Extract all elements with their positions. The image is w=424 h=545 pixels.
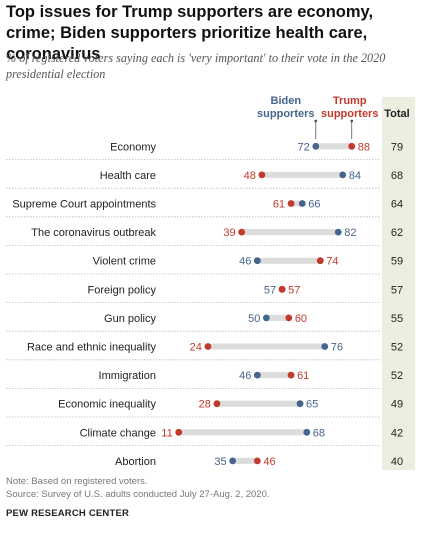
legend-trump-line1: Trump (333, 95, 367, 107)
trump-value-label: 74 (326, 256, 338, 268)
biden-value-label: 76 (331, 342, 343, 354)
trump-value-label: 48 (244, 170, 256, 182)
total-column-background (382, 97, 415, 470)
trump-value-label: 61 (273, 199, 285, 211)
chart-title: Top issues for Trump supporters are econ… (6, 3, 374, 63)
biden-dot (312, 142, 320, 150)
biden-dot (262, 314, 270, 322)
legend-biden-line1: Biden (271, 95, 302, 107)
total-value: 62 (391, 227, 403, 239)
biden-value-label: 57 (264, 284, 276, 296)
biden-value-label: 50 (248, 313, 260, 325)
chart-source: Source: Survey of U.S. adults conducted … (6, 489, 270, 500)
total-value: 40 (391, 456, 403, 468)
trump-value-label: 46 (263, 456, 275, 468)
biden-dot (229, 457, 237, 465)
biden-dot (253, 257, 261, 265)
trump-dot (258, 171, 266, 179)
trump-dot (175, 428, 183, 436)
total-value: 52 (391, 342, 403, 354)
biden-value-label: 46 (239, 370, 251, 382)
total-value: 42 (391, 427, 403, 439)
biden-value-label: 66 (308, 199, 320, 211)
brand-name: PEW RESEARCH CENTER (6, 508, 130, 519)
biden-value-label: 84 (349, 170, 361, 182)
total-value: 79 (391, 141, 403, 153)
total-value: 68 (391, 170, 403, 182)
trump-value-label: 57 (288, 284, 300, 296)
category-label: Gun policy (104, 313, 156, 325)
category-label: Economy (110, 141, 156, 153)
total-value: 57 (391, 284, 403, 296)
trump-value-label: 88 (358, 141, 370, 153)
category-label: Economic inequality (58, 399, 156, 411)
legend-trump-line2: supporters (321, 108, 378, 120)
total-column-header: Total (384, 108, 409, 120)
legend-biden-line2: supporters (257, 108, 314, 120)
biden-value-label: 65 (306, 399, 318, 411)
trump-value-label: 24 (190, 342, 202, 354)
trump-value-label: 39 (223, 227, 235, 239)
trump-dot (285, 314, 293, 322)
biden-dot (303, 428, 311, 436)
trump-dot (238, 228, 246, 236)
total-value: 49 (391, 399, 403, 411)
biden-dot (253, 371, 261, 379)
legend-biden-leader-dot (314, 119, 318, 123)
category-label: Immigration (99, 370, 156, 382)
total-value: 64 (391, 199, 403, 211)
biden-dot (334, 228, 342, 236)
category-label: Foreign policy (88, 284, 157, 296)
category-label: Abortion (115, 456, 156, 468)
biden-value-label: 68 (313, 427, 325, 439)
legend-trump-leader-dot (350, 119, 354, 123)
biden-value-label: 72 (298, 141, 310, 153)
trump-dot (316, 257, 324, 265)
category-label: Supreme Court appointments (12, 199, 156, 211)
trump-dot (348, 142, 356, 150)
trump-value-label: 61 (297, 370, 309, 382)
category-label: Climate change (80, 427, 156, 439)
total-value: 59 (391, 256, 403, 268)
biden-value-label: 46 (239, 256, 251, 268)
biden-dot (339, 171, 347, 179)
trump-dot (253, 457, 261, 465)
trump-value-label: 28 (199, 399, 211, 411)
biden-dot (298, 200, 306, 207)
category-label: Health care (100, 170, 156, 182)
trump-dot (287, 371, 295, 379)
total-value: 55 (391, 313, 403, 325)
category-label: Race and ethnic inequality (27, 342, 157, 354)
category-label: Violent crime (93, 256, 156, 268)
biden-dot (296, 400, 304, 408)
biden-dot (321, 343, 329, 350)
chart-note: Note: Based on registered voters. (6, 476, 148, 487)
trump-value-label: 11 (161, 427, 172, 439)
trump-value-label: 60 (295, 313, 307, 325)
trump-dot (278, 285, 286, 293)
biden-value-label: 35 (214, 456, 226, 468)
trump-dot (204, 343, 212, 350)
trump-dot (213, 400, 221, 408)
total-value: 52 (391, 370, 403, 382)
trump-dot (287, 200, 295, 207)
dot-plot-chart: TotalBidensupportersTrumpsupportersEcono… (6, 95, 415, 470)
chart-subtitle: % of registered voters saying each is 'v… (6, 51, 386, 81)
category-label: The coronavirus outbreak (31, 227, 156, 239)
biden-value-label: 82 (344, 227, 356, 239)
